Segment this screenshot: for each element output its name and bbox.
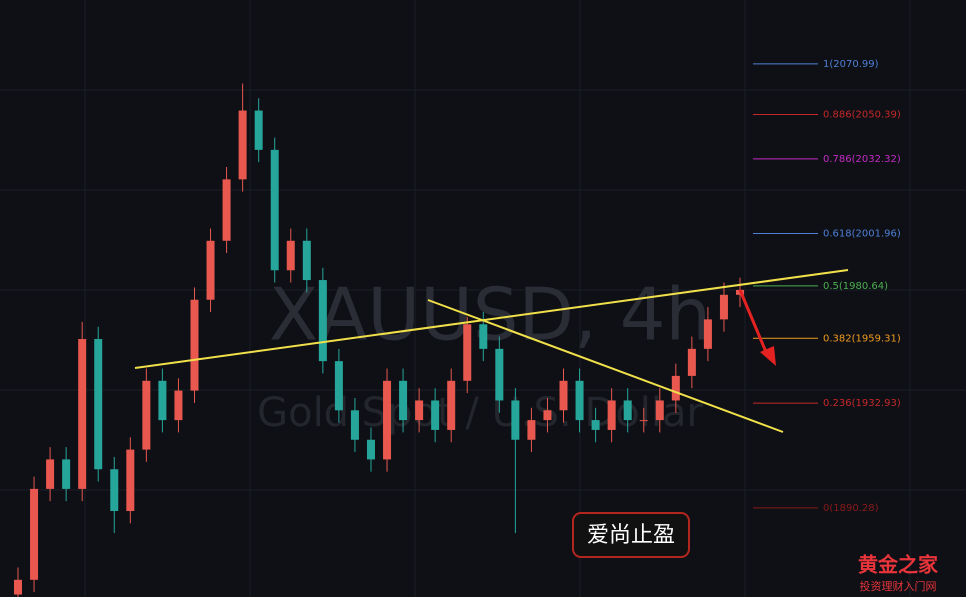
brand-subtitle: 投资理财入门网	[860, 579, 937, 593]
candle-body	[366, 439, 375, 460]
fib-label: 1(2070.99)	[823, 59, 879, 70]
candles	[14, 83, 744, 597]
candle-body	[110, 469, 119, 512]
fib-label: 0.786(2032.32)	[823, 154, 901, 165]
candle-body	[559, 380, 568, 411]
fib-label: 0.886(2050.39)	[823, 110, 901, 121]
candle-body	[655, 400, 664, 421]
candle-body	[479, 324, 488, 349]
arrow	[738, 289, 776, 366]
fib-levels: 1(2070.99) 0.886(2050.39) 0.786(2032.32) 0.…	[753, 59, 901, 514]
candle-body	[270, 149, 279, 271]
candle-body	[46, 459, 55, 489]
candle-body	[687, 348, 696, 376]
candle-body	[543, 410, 552, 421]
candle-body	[383, 380, 392, 460]
fib-label: 0.618(2001.96)	[823, 228, 901, 239]
candle-body	[158, 380, 167, 421]
brand: 黄金之家	[858, 553, 939, 577]
candle-body	[415, 400, 424, 421]
candle-body	[575, 380, 584, 421]
candle-body	[527, 420, 536, 440]
watermark-subtitle: Gold Spot / U.S. Dollar	[257, 390, 703, 436]
candle-body	[623, 400, 632, 421]
trend-line	[427, 299, 784, 433]
fib-label: 0(1890.28)	[823, 503, 879, 514]
candle-body	[238, 110, 247, 180]
trend-line	[134, 269, 849, 369]
candle-body	[30, 488, 39, 580]
candle-body	[254, 110, 263, 150]
fib-label: 0.382(1959.31)	[823, 333, 901, 344]
fib-label: 0.5(1980.64)	[823, 281, 888, 292]
candle-body	[206, 240, 215, 300]
candle-body	[190, 299, 199, 391]
candle-body	[302, 240, 311, 281]
candle-body	[174, 390, 183, 421]
candle-body	[350, 410, 359, 440]
candle-body	[286, 240, 295, 271]
candle-body	[671, 375, 680, 401]
annotation-box	[572, 512, 690, 558]
candle-body	[318, 280, 327, 362]
candle-body	[94, 339, 103, 470]
candle-body	[447, 380, 456, 430]
candle-body	[14, 579, 22, 595]
candle-body	[463, 324, 472, 381]
annotation: 爱尚止盈	[587, 523, 675, 548]
candle-body	[334, 361, 343, 411]
candle-body	[431, 400, 440, 430]
candle-body	[607, 400, 616, 430]
candle-body	[222, 179, 231, 241]
candle-body	[62, 459, 71, 489]
candle-body	[703, 319, 712, 349]
candle-body	[719, 294, 728, 320]
fib-label: 0.236(1932.93)	[823, 398, 901, 409]
candle-body	[495, 348, 504, 401]
candle-body	[78, 339, 87, 489]
watermark: XAUUSD, 4h	[269, 273, 711, 357]
candle-body	[142, 380, 151, 450]
candle-body	[126, 449, 135, 512]
candle-body	[399, 380, 408, 421]
candle-body	[591, 420, 600, 430]
candle-body	[511, 400, 520, 440]
candle-body	[639, 420, 648, 422]
